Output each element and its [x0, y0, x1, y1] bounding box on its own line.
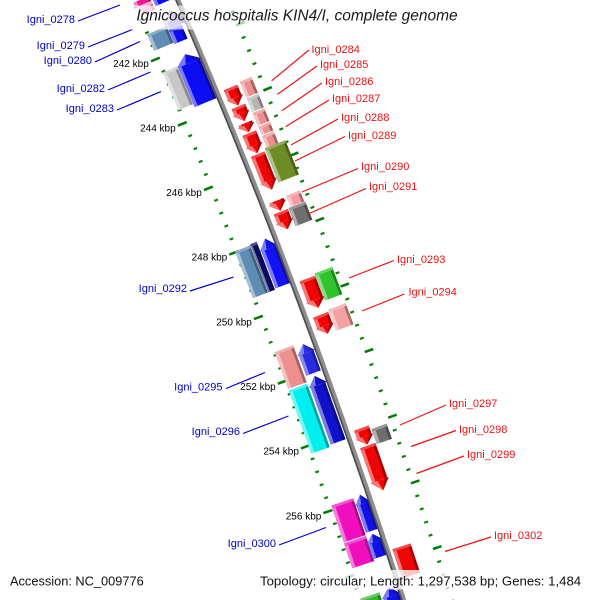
svg-text:Igni_0293: Igni_0293 — [397, 254, 445, 266]
svg-text:Igni_0282: Igni_0282 — [57, 83, 105, 95]
svg-text:Igni_0287: Igni_0287 — [332, 93, 380, 105]
svg-text:Igni_0297: Igni_0297 — [449, 398, 497, 410]
svg-text:244 kbp: 244 kbp — [140, 124, 176, 135]
svg-text:Igni_0296: Igni_0296 — [192, 426, 240, 438]
svg-text:256 kbp: 256 kbp — [286, 512, 322, 523]
svg-text:Igni_0288: Igni_0288 — [341, 112, 389, 124]
svg-text:Igni_0295: Igni_0295 — [174, 382, 222, 394]
svg-text:Igni_0299: Igni_0299 — [467, 449, 515, 461]
svg-text:242 kbp: 242 kbp — [113, 59, 149, 70]
svg-text:Igni_0290: Igni_0290 — [361, 161, 409, 173]
svg-text:Igni_0280: Igni_0280 — [44, 55, 92, 67]
svg-text:Igni_0302: Igni_0302 — [494, 530, 542, 542]
svg-text:Igni_0292: Igni_0292 — [139, 283, 187, 295]
svg-text:Igni_0298: Igni_0298 — [459, 424, 507, 436]
svg-text:252 kbp: 252 kbp — [240, 382, 276, 393]
svg-text:Igni_0278: Igni_0278 — [27, 14, 75, 26]
svg-text:Igni_0286: Igni_0286 — [325, 76, 373, 88]
svg-text:250 kbp: 250 kbp — [216, 317, 252, 328]
svg-text:Igni_0289: Igni_0289 — [348, 130, 396, 142]
svg-text:Igni_0285: Igni_0285 — [320, 59, 368, 71]
svg-text:Accession: NC_009776: Accession: NC_009776 — [10, 574, 144, 589]
svg-text:Ignicoccus hospitalis KIN4/I,: Ignicoccus hospitalis KIN4/I, complete g… — [136, 8, 458, 25]
svg-text:Igni_0283: Igni_0283 — [66, 103, 114, 115]
svg-text:Igni_0300: Igni_0300 — [228, 538, 276, 550]
svg-text:Igni_0294: Igni_0294 — [409, 287, 457, 299]
svg-text:248 kbp: 248 kbp — [192, 253, 228, 264]
svg-text:254 kbp: 254 kbp — [263, 447, 299, 458]
svg-text:Igni_0291: Igni_0291 — [369, 181, 417, 193]
svg-text:Igni_0284: Igni_0284 — [312, 44, 360, 56]
svg-text:Igni_0279: Igni_0279 — [37, 40, 85, 52]
svg-text:246 kbp: 246 kbp — [166, 188, 202, 199]
svg-text:Topology: circular; Length: 1,: Topology: circular; Length: 1,297,538 bp… — [260, 574, 581, 589]
